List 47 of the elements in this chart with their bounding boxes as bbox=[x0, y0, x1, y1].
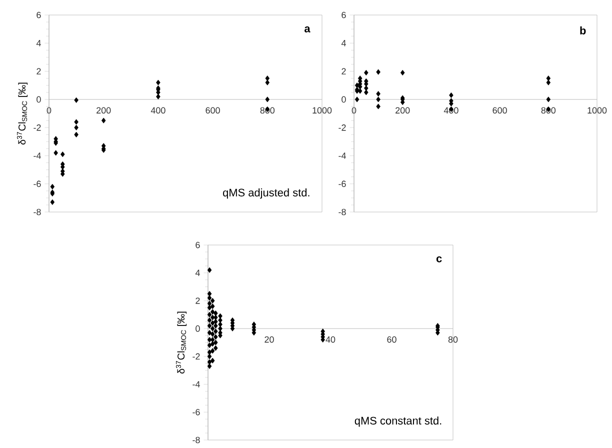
y-tick-label: -8 bbox=[34, 208, 41, 216]
x-tick-label: 200 bbox=[96, 107, 111, 114]
y-tick-label: 6 bbox=[36, 12, 41, 18]
x-tick-label: 600 bbox=[206, 107, 220, 114]
y-tick-label: 6 bbox=[196, 242, 200, 248]
x-tick-label: 20 bbox=[264, 336, 274, 343]
y-tick-label: 2 bbox=[342, 68, 346, 74]
y-axis-title: δ$^{37}$Cl$_{SMOC}$ [‰] bbox=[17, 82, 28, 145]
y-tick-label: -2 bbox=[338, 124, 346, 131]
y-tick-label: -8 bbox=[192, 436, 200, 444]
x-tick-label: 400 bbox=[150, 107, 166, 114]
y-tick-label: 4 bbox=[36, 40, 41, 46]
annotation: qMS constant std. bbox=[354, 416, 442, 427]
y-tick-label: -2 bbox=[192, 353, 200, 360]
x-tick-label: 60 bbox=[387, 336, 396, 343]
x-tick-label: 600 bbox=[492, 107, 507, 114]
y-axis-title: δ$^{37}$Cl$_{SMOC}$ [‰] bbox=[176, 312, 187, 374]
y-tick-label: 2 bbox=[36, 68, 41, 74]
x-tick-label: 800 bbox=[541, 107, 556, 114]
x-tick-label: 40 bbox=[326, 336, 336, 343]
annotation: a bbox=[304, 26, 310, 32]
annotation: qMS adjusted std. bbox=[223, 188, 310, 199]
x-tick-label: 1000 bbox=[588, 107, 607, 114]
y-tick-label: 4 bbox=[195, 270, 200, 276]
y-tick-label: -8 bbox=[338, 208, 346, 216]
x-tick-label: 0 bbox=[352, 107, 356, 114]
y-tick-label: 2 bbox=[196, 298, 200, 304]
y-tick-label: 0 bbox=[342, 96, 346, 103]
y-tick-label: 0 bbox=[196, 325, 200, 332]
y-tick-label: -6 bbox=[192, 408, 200, 416]
annotation: b bbox=[580, 26, 586, 34]
y-tick-label: -4 bbox=[34, 152, 41, 159]
y-tick-label: -4 bbox=[338, 152, 346, 159]
y-tick-label: -2 bbox=[34, 124, 41, 131]
x-tick-label: 200 bbox=[396, 107, 410, 114]
annotation: c bbox=[436, 256, 442, 262]
y-tick-label: 4 bbox=[341, 40, 346, 46]
x-tick-label: 0 bbox=[46, 107, 52, 114]
x-tick-label: 80 bbox=[448, 336, 458, 343]
x-tick-label: 400 bbox=[444, 107, 458, 114]
y-tick-label: -6 bbox=[34, 180, 41, 188]
x-tick-label: 800 bbox=[260, 107, 275, 114]
x-tick-label: 1000 bbox=[312, 107, 332, 114]
y-tick-label: 0 bbox=[36, 96, 41, 103]
y-tick-label: -6 bbox=[338, 180, 346, 188]
y-tick-label: -4 bbox=[192, 381, 200, 388]
y-tick-label: 6 bbox=[342, 12, 346, 18]
